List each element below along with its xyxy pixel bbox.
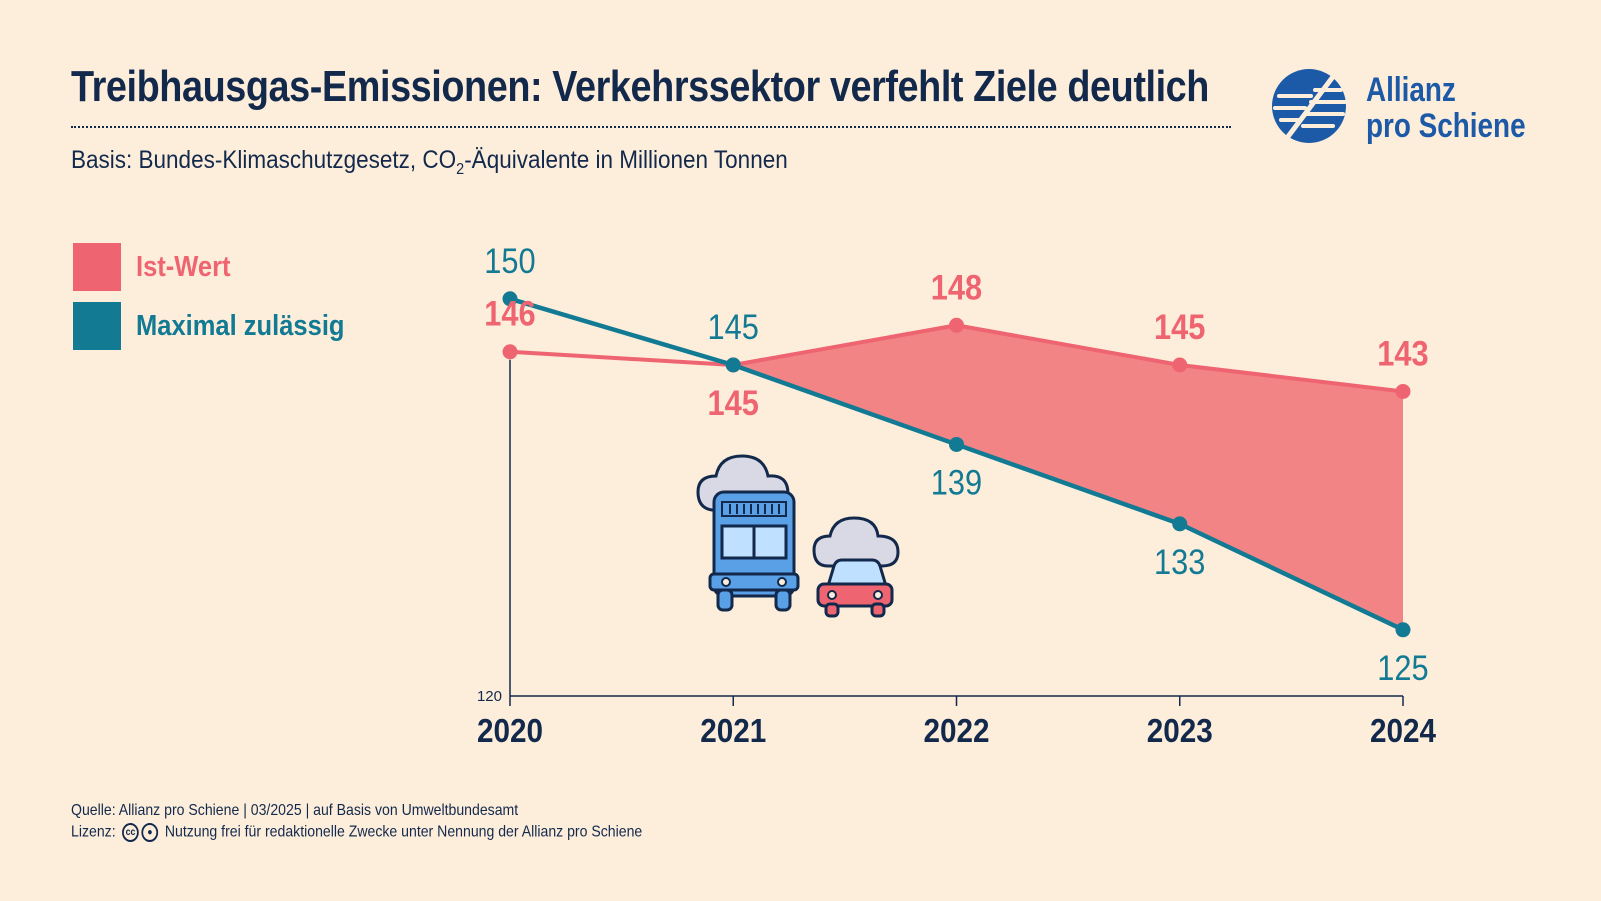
- data-label-maximal: 139: [931, 463, 982, 502]
- allianz-pro-schiene-logo-icon: [1272, 69, 1347, 143]
- data-label-ist-wert: 145: [1154, 307, 1205, 346]
- truck-and-car-exhaust-icon: [696, 454, 900, 618]
- legend-item-maximal: Maximal zulässig: [73, 302, 373, 350]
- x-tick-label: 2022: [923, 713, 989, 750]
- data-point-ist-wert: [1172, 357, 1188, 373]
- data-point-maximal: [949, 436, 964, 452]
- data-label-maximal: 150: [484, 241, 535, 280]
- title-divider: [71, 126, 1231, 128]
- source-note: Quelle: Allianz pro Schiene | 03/2025 | …: [71, 802, 519, 819]
- data-label-ist-wert: 143: [1377, 334, 1428, 373]
- x-tick-label: 2023: [1147, 713, 1213, 750]
- logo: Allianz pro Schiene: [1271, 68, 1571, 148]
- labels-layer: 146 145 148 145 143 150 145 139 133 125: [484, 241, 1428, 687]
- x-tick-label: 2020: [477, 713, 543, 750]
- axis-layer: 2020 2021 2022 2023 2024 120: [477, 359, 1437, 750]
- data-point-ist-wert: [502, 344, 518, 360]
- data-label-maximal: 133: [1154, 542, 1205, 581]
- legend-swatch-ist-wert: [73, 243, 121, 291]
- logo-line-2: pro Schiene: [1366, 107, 1526, 145]
- data-point-maximal: [1395, 622, 1411, 638]
- page-title: Treibhausgas-Emissionen: Verkehrssektor …: [71, 62, 1209, 111]
- logo-line-1: Allianz: [1366, 71, 1456, 109]
- license-text: Nutzung frei für redaktionelle Zwecke un…: [164, 823, 643, 841]
- legend-swatch-maximal: [73, 302, 121, 350]
- series-lines-layer: [502, 291, 1411, 638]
- data-point-maximal: [725, 357, 741, 373]
- data-label-maximal: 125: [1377, 648, 1428, 687]
- license-note: Lizenz: cc ● Nutzung frei für redaktione…: [71, 823, 642, 842]
- page-subtitle: Basis: Bundes-Klimaschutzgesetz, CO2-Äqu…: [71, 146, 788, 178]
- data-label-maximal: 145: [708, 307, 759, 346]
- legend-label-maximal: Maximal zulässig: [136, 309, 345, 342]
- data-label-ist-wert: 148: [931, 267, 982, 306]
- legend-label-ist-wert: Ist-Wert: [136, 250, 231, 283]
- x-tick-label: 2024: [1370, 713, 1437, 750]
- data-point-maximal: [1172, 516, 1188, 532]
- gap-area: [733, 325, 1403, 630]
- by-icon: ●: [141, 823, 159, 842]
- data-label-ist-wert: 146: [484, 294, 535, 333]
- data-point-ist-wert: [1395, 383, 1411, 399]
- data-point-maximal: [502, 291, 518, 307]
- data-label-ist-wert: 145: [708, 383, 759, 422]
- gap-area-layer: [733, 325, 1403, 630]
- y-tick-label: 120: [477, 688, 502, 705]
- data-point-ist-wert: [949, 317, 964, 333]
- x-tick-label: 2021: [700, 713, 766, 750]
- cc-icon: cc: [122, 823, 139, 842]
- license-label: Lizenz:: [71, 823, 116, 841]
- legend-item-ist-wert: Ist-Wert: [73, 243, 243, 291]
